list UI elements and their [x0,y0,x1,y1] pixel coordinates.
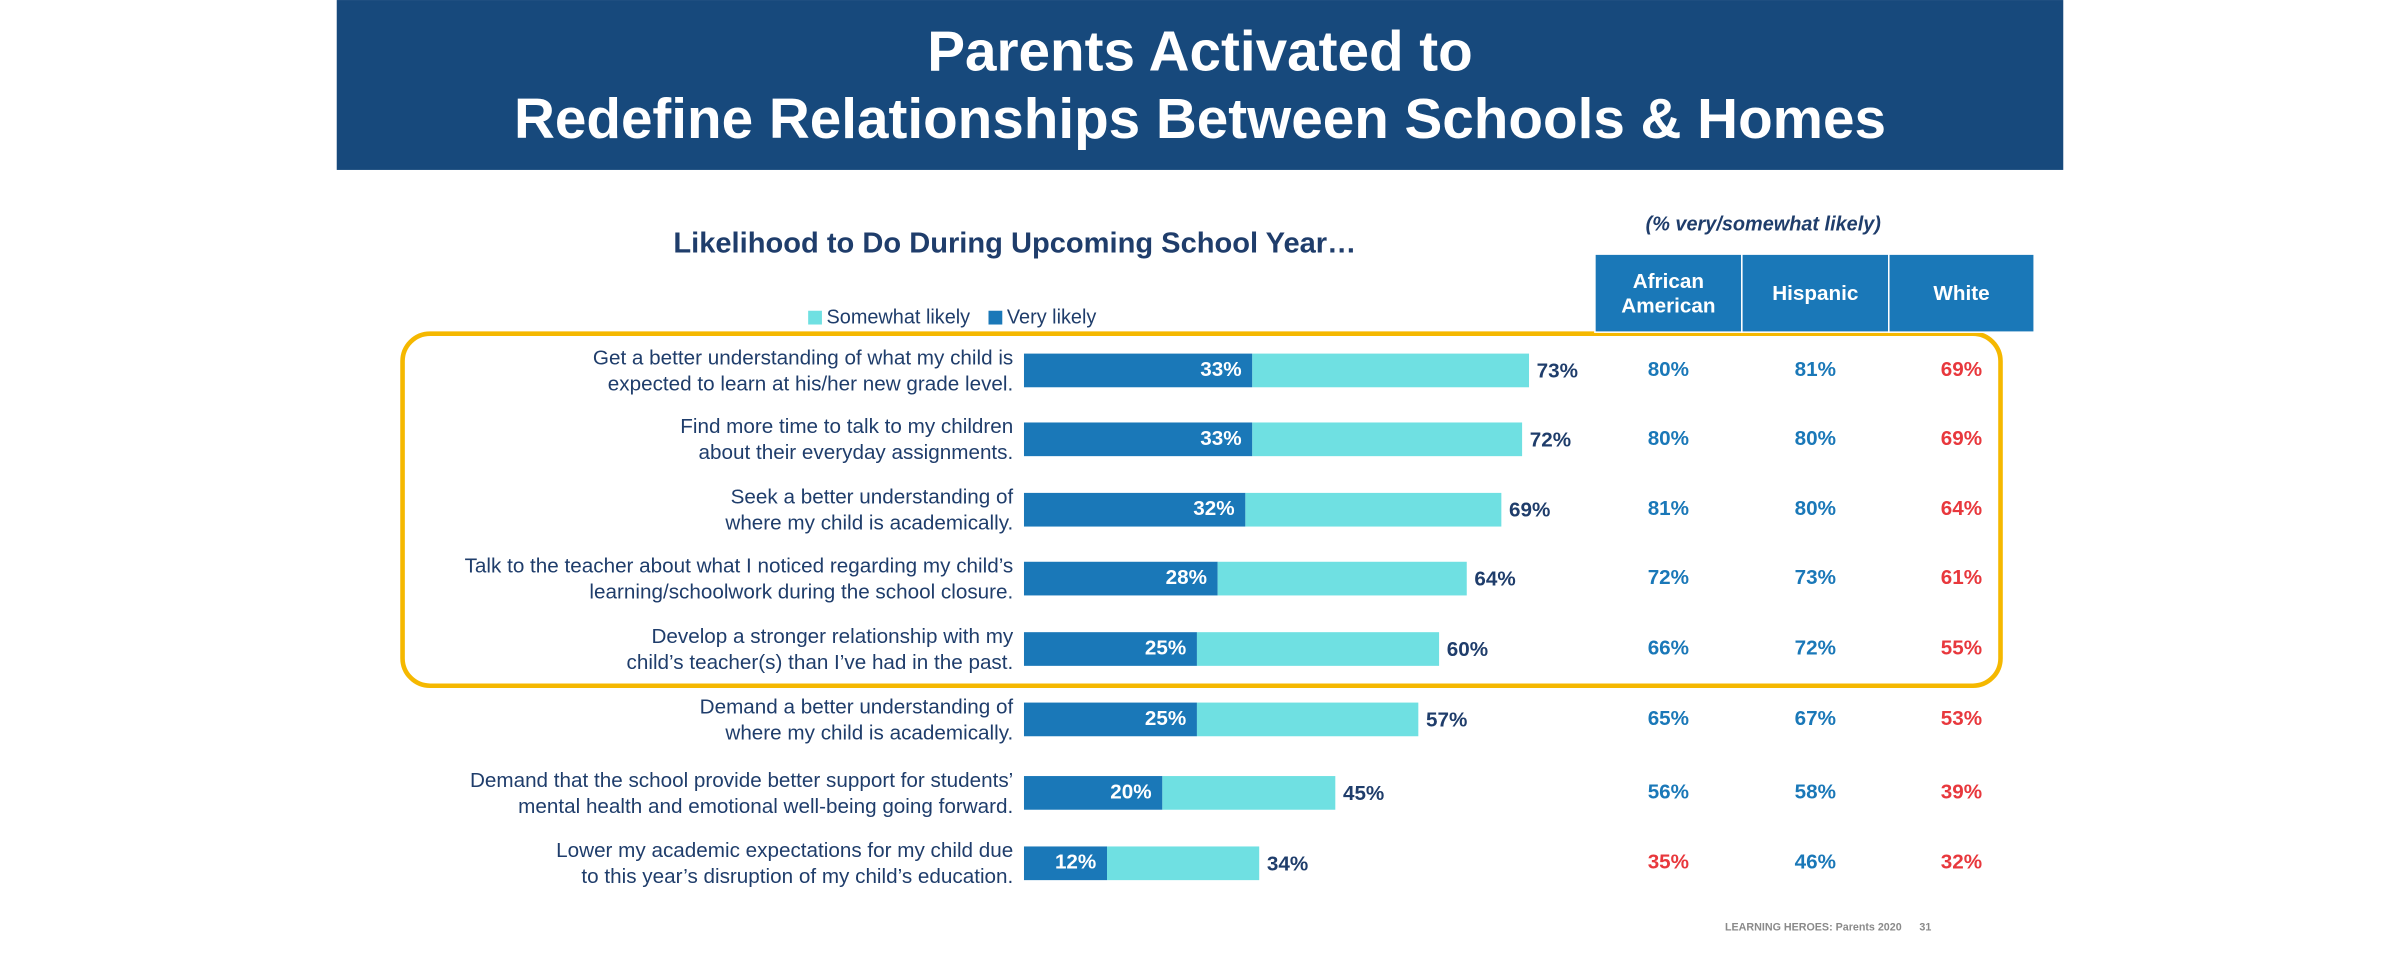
table-header-box: White [1933,280,1990,304]
bar-segment [1023,561,1218,596]
bar-value-label: 32% [1193,497,1234,520]
bar-value-label: 33% [1200,358,1241,381]
table-cell: 80% [1648,427,1689,450]
table-cell: 73% [1795,566,1836,589]
bar-segment [1162,776,1336,810]
bar-value-label: 28% [1166,566,1207,589]
table-header-cell [1594,253,1743,333]
category-label-box: Get a better understanding of what my ch… [592,345,1014,395]
footer-source: LEARNING HEROES: Parents 2020 [1725,921,1902,933]
table-cell: 72% [1795,636,1836,659]
category-label: Find more time to talk to my children ab… [680,414,1014,464]
title-box: Parents Activated to Redefine Relationsh… [513,19,1887,151]
table-cell: 39% [1941,780,1982,803]
legend-label: Somewhat likely [827,307,971,329]
bar-segment [1107,846,1260,881]
category-label: Get a better understanding of what my ch… [592,345,1014,395]
bar-total-label: 64% [1474,568,1515,591]
bar-segment [1252,353,1530,388]
bar-total-label: 45% [1343,782,1384,805]
table-cell: 56% [1648,780,1689,803]
table-header: White [1933,280,1990,304]
bar-total-label: 73% [1537,359,1578,382]
category-label-box: Develop a stronger relationship with my … [626,624,1014,674]
table-cell: 72% [1648,566,1689,589]
table-header: Hispanic [1772,280,1859,304]
legend-swatch [988,310,1003,325]
bar-total-label: 60% [1447,638,1488,661]
table-cell: 61% [1941,566,1982,589]
table-cell: 64% [1941,497,1982,520]
table-header-cell [1741,253,1890,333]
bar-total-label: 72% [1530,428,1571,451]
bar-total-label: 69% [1509,499,1550,522]
table-cell: 35% [1648,851,1689,874]
table-cell: 58% [1795,780,1836,803]
slide-title: Parents Activated to Redefine Relationsh… [513,19,1887,151]
category-label-box: Seek a better understanding of where my … [725,485,1014,535]
bar-value-label: 20% [1110,780,1151,803]
bar-segment [1245,492,1502,527]
highlight-box [400,331,2003,689]
bar-segment [1252,422,1523,457]
table-cell: 46% [1795,851,1836,874]
bar-segment [1023,846,1107,881]
chart-title: Likelihood to Do During Upcoming School … [673,228,1356,260]
bar-segment [1196,702,1419,737]
legend-label: Very likely [1007,307,1097,329]
table-cell: 69% [1941,358,1982,381]
table-cell: 80% [1795,497,1836,520]
table-cell: 81% [1648,497,1689,520]
category-label: Demand that the school provide better su… [469,768,1014,818]
category-label: Demand a better understanding of where m… [699,694,1014,744]
category-label-box: Find more time to talk to my children ab… [680,414,1014,464]
table-cell: 65% [1648,707,1689,730]
table-cell: 66% [1648,636,1689,659]
table-header-cell [1888,253,2035,333]
table-cell: 80% [1795,427,1836,450]
category-label: Seek a better understanding of where my … [725,485,1014,535]
bar-segment [1023,422,1253,457]
category-label-box: Lower my academic expectations for my ch… [556,838,1014,888]
table-header: African American [1621,268,1716,317]
category-label: Develop a stronger relationship with my … [626,624,1014,674]
category-label: Talk to the teacher about what I noticed… [464,554,1014,604]
bar-value-label: 12% [1055,851,1096,874]
table-cell: 81% [1795,358,1836,381]
category-label-box: Demand a better understanding of where m… [699,694,1014,744]
table-cell: 55% [1941,636,1982,659]
title-banner [336,0,2064,170]
bar-total-label: 57% [1426,708,1467,731]
bar-segment [1023,353,1253,388]
bar-segment [1023,776,1163,810]
table-header-box: Hispanic [1772,280,1859,304]
category-label-box: Demand that the school provide better su… [469,768,1014,818]
bar-segment [1217,561,1467,596]
table-cell: 80% [1648,358,1689,381]
page-number: 31 [1919,921,1931,933]
bar-segment [1023,492,1246,527]
bar-value-label: 25% [1145,636,1186,659]
table-header-box: African American [1621,268,1716,317]
table-cell: 67% [1795,707,1836,730]
table-note: (% very/somewhat likely) [1646,213,1882,235]
category-label-box: Talk to the teacher about what I noticed… [464,554,1014,604]
category-label: Lower my academic expectations for my ch… [556,838,1014,888]
table-cell: 53% [1941,707,1982,730]
table-cell: 69% [1941,427,1982,450]
table-cell: 32% [1941,851,1982,874]
bar-value-label: 25% [1145,707,1186,730]
bar-segment [1196,632,1440,666]
bar-value-label: 33% [1200,427,1241,450]
legend-swatch [808,310,822,325]
bar-segment [1023,632,1197,666]
bar-total-label: 34% [1267,852,1308,875]
bar-segment [1023,702,1197,737]
